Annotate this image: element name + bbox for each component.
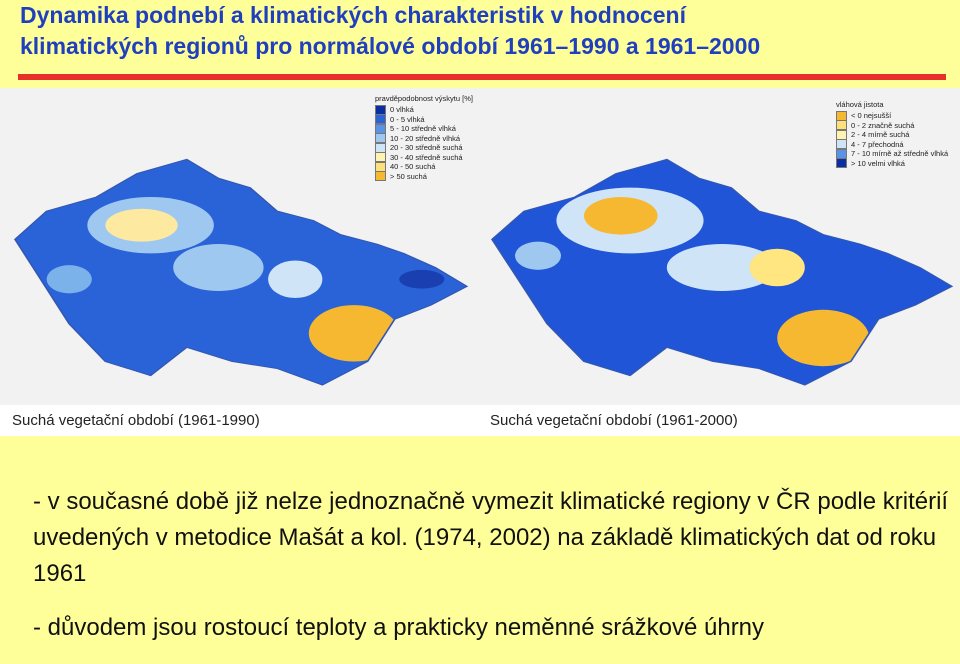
- legend-label: > 10 velmi vlhká: [851, 158, 905, 168]
- legend-swatch: [375, 114, 386, 125]
- legend-item: > 50 suchá: [375, 171, 473, 182]
- legend-title: pravděpodobnost výskytu [%]: [375, 94, 473, 103]
- legend-label: < 0 nejsušší: [851, 111, 892, 121]
- legend-swatch: [375, 171, 386, 182]
- legend-swatch: [375, 123, 386, 134]
- legend-swatch: [836, 120, 847, 131]
- legend-label: 20 - 30 středně suchá: [390, 143, 463, 153]
- legend-label: 7 - 10 mírně až středně vlhká: [851, 149, 949, 159]
- title: Dynamika podnebí a klimatických charakte…: [20, 0, 760, 62]
- map-left: [15, 150, 467, 385]
- legend-title: vláhová jistota: [836, 100, 884, 109]
- legend-item: 2 - 4 mírně suchá: [836, 129, 948, 140]
- caption: Suchá vegetační období (1961-2000): [490, 412, 738, 429]
- legend-item: 0 vlhká: [375, 104, 473, 115]
- legend-swatch: [836, 148, 847, 159]
- legend-swatch: [375, 152, 386, 163]
- legend-label: 10 - 20 středně vlhká: [390, 133, 461, 143]
- title-line: Dynamika podnebí a klimatických charakte…: [20, 2, 686, 28]
- legend-item: 20 - 30 středně suchá: [375, 142, 473, 153]
- legend-label: > 50 suchá: [390, 171, 427, 181]
- legend-item: 4 - 7 přechodná: [836, 139, 948, 150]
- title-line: klimatických regionů pro normálové obdob…: [20, 33, 761, 59]
- legend-swatch: [375, 104, 386, 115]
- slide: Dynamika podnebí a klimatických charakte…: [0, 0, 960, 641]
- legend-swatch: [836, 158, 847, 169]
- map-right: [492, 150, 952, 385]
- legend-label: 0 vlhká: [390, 105, 414, 115]
- legend-item: < 0 nejsušší: [836, 110, 948, 121]
- legend-label: 40 - 50 suchá: [390, 162, 436, 172]
- legend-label: 2 - 4 mírně suchá: [851, 130, 910, 140]
- legend-swatch: [375, 161, 386, 172]
- caption: Suchá vegetační období (1961-1990): [12, 412, 260, 429]
- legend-item: 0 - 5 vlhká: [375, 114, 473, 125]
- legend-swatch: [375, 142, 386, 153]
- legend-label: 30 - 40 středně suchá: [390, 152, 463, 162]
- caption-strip: [0, 405, 960, 436]
- legend: pravděpodobnost výskytu [%] 0 vlhká 0 - 5 …: [375, 94, 473, 182]
- legend-swatch: [836, 129, 847, 140]
- legend-item: 0 - 2 značně suchá: [836, 120, 948, 131]
- legend-label: 0 - 2 značně suchá: [851, 120, 915, 130]
- body-text: - v současné době již nelze jednoznačně …: [33, 484, 958, 664]
- legend-item: 10 - 20 středně vlhká: [375, 133, 473, 144]
- legend-item: 7 - 10 mírně až středně vlhká: [836, 148, 949, 159]
- legend: vláhová jistota < 0 nejsušší 0 - 2 značně …: [836, 100, 949, 169]
- legend-item: 30 - 40 středně suchá: [375, 152, 473, 163]
- legend-label: 4 - 7 přechodná: [851, 139, 904, 149]
- paragraph: - důvodem jsou rostoucí teploty a prakti…: [33, 614, 765, 641]
- legend-swatch: [375, 133, 386, 144]
- legend-swatch: [836, 110, 847, 121]
- legend-item: 40 - 50 suchá: [375, 161, 473, 172]
- legend-item: > 10 velmi vlhká: [836, 158, 948, 169]
- legend-item: 5 - 10 středně vlhká: [375, 123, 473, 134]
- legend-label: 5 - 10 středně vlhká: [390, 124, 456, 134]
- legend-swatch: [836, 139, 847, 150]
- paragraph: - v současné době již nelze jednoznačně …: [33, 488, 949, 587]
- legend-label: 0 - 5 vlhká: [390, 114, 425, 124]
- title-underline: [18, 74, 946, 80]
